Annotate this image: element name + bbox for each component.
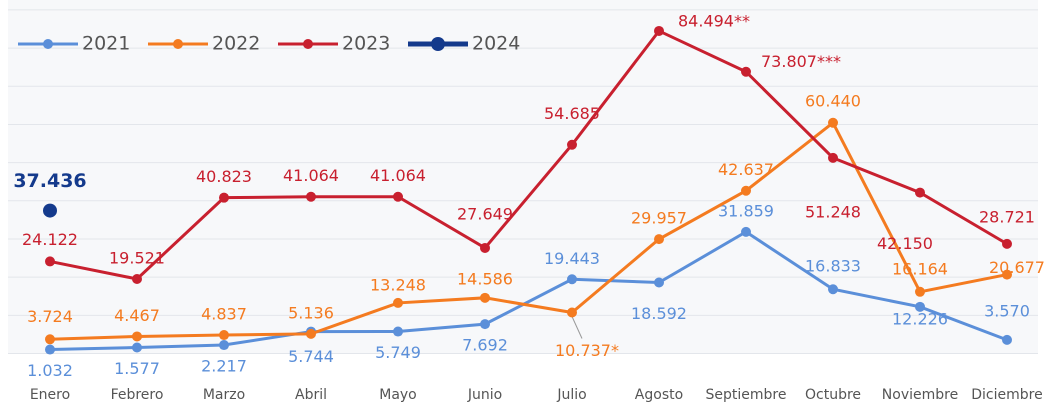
point	[393, 326, 403, 337]
data-label: 60.440	[805, 91, 861, 110]
x-tick-label: Noviembre	[882, 387, 958, 403]
point	[654, 277, 664, 288]
data-label: 14.586	[457, 269, 513, 288]
point	[45, 344, 55, 355]
series-line	[49, 29, 1008, 281]
legend-marker	[431, 37, 445, 51]
point	[915, 301, 925, 312]
x-tick-label: Septiembre	[706, 387, 787, 403]
data-label: 3.724	[27, 307, 73, 326]
data-label: 1.032	[27, 361, 73, 380]
legend-label: 2022	[212, 33, 260, 55]
point	[654, 25, 664, 36]
data-label: 12.226	[892, 309, 948, 328]
point	[828, 152, 838, 163]
data-label: 18.592	[631, 304, 687, 323]
point	[915, 187, 925, 198]
data-label: 37.436	[13, 170, 86, 192]
data-label: 42.637	[718, 160, 774, 179]
legend-marker	[43, 39, 53, 49]
legend-label: 2024	[472, 33, 520, 55]
legend-label: 2023	[342, 33, 390, 55]
data-label: 31.859	[718, 201, 774, 220]
point	[45, 334, 55, 345]
x-tick-label: Marzo	[203, 387, 245, 403]
data-label: 29.957	[631, 209, 687, 228]
x-tick-label: Mayo	[379, 387, 417, 403]
data-label: 4.837	[201, 305, 247, 324]
point	[1002, 238, 1012, 249]
data-label: 24.122	[22, 230, 78, 249]
x-tick-label: Febrero	[111, 387, 164, 403]
x-tick-label: Agosto	[635, 387, 683, 403]
data-label: 19.443	[544, 249, 600, 268]
point	[219, 192, 229, 203]
leader-line	[571, 316, 583, 339]
point	[915, 286, 925, 297]
point	[741, 226, 751, 237]
data-label: 5.749	[375, 343, 421, 362]
point	[741, 66, 751, 77]
data-label: 16.164	[892, 259, 948, 278]
point	[741, 185, 751, 196]
x-tick-label: Enero	[30, 387, 70, 403]
x-tick-label: Julio	[556, 387, 586, 403]
series-line	[49, 120, 1008, 341]
data-label: 3.570	[984, 301, 1030, 320]
data-label: 27.649	[457, 204, 513, 223]
data-label: 5.744	[288, 347, 334, 366]
point	[43, 203, 57, 218]
legend-marker	[303, 39, 313, 49]
data-label: 54.685	[544, 104, 600, 123]
point	[306, 191, 316, 202]
legend-marker	[173, 39, 183, 49]
series-line	[49, 230, 1008, 352]
data-label: 42.150	[877, 234, 933, 253]
data-label: 1.577	[114, 359, 160, 378]
point	[654, 234, 664, 245]
x-tick-label: Diciembre	[971, 387, 1042, 403]
data-label: 4.467	[114, 306, 160, 325]
point	[132, 273, 142, 284]
x-tick-label: Octubre	[805, 387, 861, 403]
point	[567, 274, 577, 285]
data-label: 19.521	[109, 248, 165, 267]
point	[393, 297, 403, 308]
data-label: 10.737*	[555, 341, 619, 360]
data-label: 28.721	[979, 207, 1035, 226]
data-label: 20.677	[989, 258, 1044, 277]
point	[45, 256, 55, 267]
point	[567, 307, 577, 318]
data-label: 16.833	[805, 257, 861, 276]
x-tick-label: Junio	[467, 387, 502, 403]
data-label: 51.248	[805, 202, 861, 221]
data-label: 84.494**	[678, 11, 750, 30]
data-label: 73.807***	[761, 52, 841, 71]
point	[828, 284, 838, 295]
point	[132, 342, 142, 353]
point	[306, 328, 316, 339]
x-tick-label: Abril	[295, 387, 327, 403]
data-label: 40.823	[196, 167, 252, 186]
legend-label: 2021	[82, 33, 130, 55]
point	[219, 340, 229, 351]
data-label: 5.136	[288, 303, 334, 322]
data-label: 2.217	[201, 357, 247, 376]
point	[828, 117, 838, 128]
data-label: 41.064	[283, 166, 339, 185]
data-label: 41.064	[370, 166, 426, 185]
point	[480, 242, 490, 253]
data-label: 7.692	[462, 336, 508, 355]
point	[393, 191, 403, 202]
point	[480, 319, 490, 330]
point	[480, 292, 490, 303]
point	[219, 330, 229, 341]
point	[132, 331, 142, 342]
data-label: 13.248	[370, 275, 426, 294]
point	[1002, 269, 1012, 280]
point	[1002, 334, 1012, 345]
point	[567, 139, 577, 150]
